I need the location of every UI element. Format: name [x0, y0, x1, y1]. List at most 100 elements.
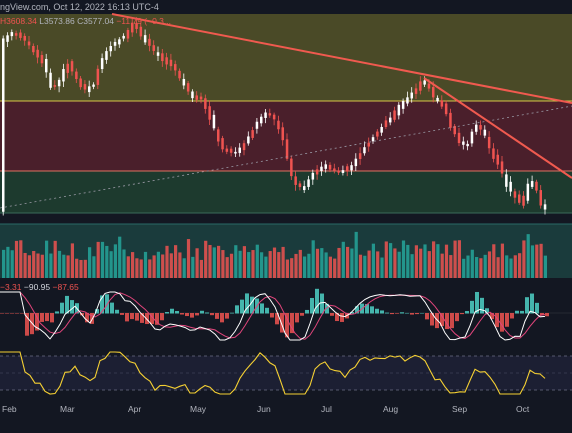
macd-histogram-bar: [285, 313, 289, 338]
volume-bars: [2, 231, 547, 278]
candle-body: [475, 124, 478, 132]
volume-bar: [298, 249, 302, 278]
macd-histogram-bar: [35, 313, 39, 331]
volume-bar: [92, 256, 96, 278]
candle-body: [406, 97, 409, 104]
macd-histogram-bar: [510, 313, 514, 319]
macd-legend: −3.31 −90.95 −87.65: [0, 282, 79, 292]
macd-histogram-bar: [100, 295, 104, 314]
candle-body: [337, 171, 340, 173]
volume-bar: [311, 240, 315, 278]
macd-histogram-bar: [530, 293, 534, 314]
candle-body: [358, 153, 362, 159]
volume-bar: [247, 252, 251, 278]
candle-body: [212, 114, 216, 129]
macd-histogram-bar: [420, 312, 424, 314]
candle-body: [251, 130, 254, 138]
candle-body: [414, 88, 418, 94]
candle-body: [19, 32, 22, 38]
macd-histogram-bar: [520, 310, 524, 314]
support-zone: [0, 171, 572, 213]
macd-histogram-bar: [290, 313, 294, 334]
candle-body: [27, 41, 31, 46]
macd-signal-value: −87.65: [52, 282, 79, 292]
candle-body: [242, 143, 246, 151]
volume-bar: [217, 245, 221, 278]
macd-histogram-bar: [210, 313, 214, 316]
candle-body: [100, 58, 104, 70]
candle-body: [298, 183, 302, 188]
volume-bar: [264, 256, 268, 278]
macd-histogram-bar: [240, 299, 244, 314]
volume-bar: [341, 241, 345, 278]
volume-bar: [62, 254, 66, 278]
volume-bar: [513, 255, 517, 278]
candle-body: [247, 136, 250, 144]
volume-bar: [423, 244, 427, 278]
candle-body: [466, 143, 469, 147]
macd-histogram-bar: [440, 313, 444, 327]
macd-histogram-bar: [20, 313, 24, 314]
candle-body: [105, 51, 108, 60]
volume-bar: [389, 243, 393, 278]
volume-bar: [324, 252, 328, 278]
candle-body: [88, 86, 91, 93]
macd-histogram-bar: [495, 313, 499, 328]
volume-bar: [191, 256, 195, 278]
macd-histogram-bar: [155, 313, 159, 325]
candle-body: [427, 83, 431, 89]
candle-body: [384, 120, 388, 128]
candle-body: [376, 131, 379, 137]
macd-histogram-bar: [300, 313, 304, 316]
volume-bar: [526, 234, 530, 278]
volume-bar: [204, 240, 208, 278]
macd-histogram-bar: [235, 305, 239, 314]
volume-bar: [285, 259, 289, 278]
rsi-line: [0, 351, 546, 395]
volume-bar: [432, 241, 436, 278]
month-label: Apr: [128, 404, 142, 414]
volume-bar: [208, 244, 212, 278]
macd-histogram-bar: [135, 313, 139, 321]
candle-body: [96, 68, 100, 85]
candle-body: [14, 33, 18, 36]
candle-body: [122, 35, 125, 39]
descending-trendline[interactable]: [111, 13, 572, 104]
macd-histogram-bar: [445, 313, 449, 330]
volume-bar: [543, 255, 547, 278]
macd-histogram-bar: [0, 313, 4, 314]
candle-body: [118, 39, 121, 45]
macd-histogram-bar: [5, 313, 9, 314]
volume-bar: [376, 251, 380, 278]
candle-body: [126, 30, 130, 39]
time-axis[interactable]: Feb Mar Apr May Jun Jul Aug Sep Oct: [0, 400, 572, 433]
candle-body: [539, 190, 542, 206]
candle-body: [131, 22, 134, 33]
macd-histogram-bar: [505, 313, 509, 327]
candle-body: [530, 181, 534, 187]
volume-bar: [427, 251, 431, 278]
macd-histogram-bar: [405, 312, 409, 314]
candle-body: [277, 120, 280, 130]
volume-bar: [346, 246, 350, 278]
volume-bar: [234, 245, 238, 278]
macd-histogram-bar: [380, 310, 384, 314]
candle-body: [161, 53, 164, 62]
candle-body: [178, 70, 181, 79]
candle-body: [135, 22, 138, 29]
volume-bar: [509, 258, 513, 278]
volume-bar: [199, 259, 203, 278]
steep-trendline[interactable]: [423, 77, 572, 179]
candle-body: [436, 97, 439, 102]
macd-histogram-bar: [355, 306, 359, 314]
macd-histogram-bar: [455, 313, 459, 322]
dotted-trendline[interactable]: [0, 105, 572, 209]
macd-histogram-bar: [10, 313, 14, 314]
macd-histogram-bar: [55, 311, 59, 314]
candle-body: [363, 147, 366, 154]
volume-bar: [195, 248, 199, 278]
candle-body: [281, 127, 284, 141]
macd-histogram-bar: [115, 309, 119, 314]
